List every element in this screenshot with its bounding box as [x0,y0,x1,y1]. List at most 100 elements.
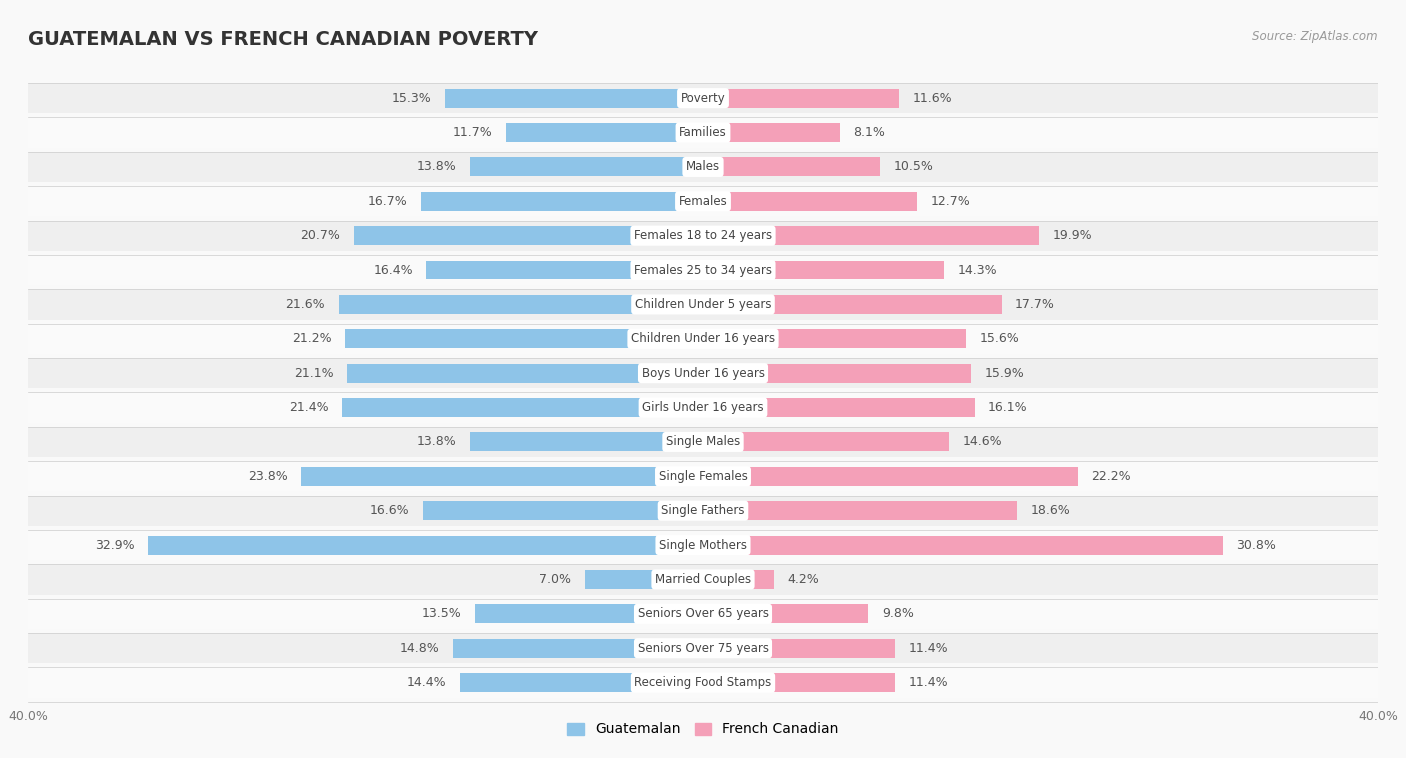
Bar [703,226,1039,245]
Bar [703,501,1017,520]
Legend: Guatemalan, French Canadian: Guatemalan, French Canadian [562,717,844,742]
Bar [703,570,773,589]
Bar [703,123,839,142]
Bar [460,673,703,692]
Text: 16.1%: 16.1% [988,401,1028,414]
Bar [703,329,966,348]
Text: Single Males: Single Males [666,435,740,449]
Text: 11.7%: 11.7% [453,126,492,139]
Bar [475,604,703,623]
Bar [28,427,1378,457]
Bar [339,295,703,314]
Bar [585,570,703,589]
Bar [703,261,945,280]
Bar [28,633,1378,663]
Text: Families: Families [679,126,727,139]
Text: 21.6%: 21.6% [285,298,325,311]
Text: Receiving Food Stamps: Receiving Food Stamps [634,676,772,689]
Bar [28,255,1378,285]
Text: Females 18 to 24 years: Females 18 to 24 years [634,229,772,242]
Text: 23.8%: 23.8% [249,470,288,483]
Text: 10.5%: 10.5% [894,161,934,174]
Bar [703,536,1223,555]
Text: Poverty: Poverty [681,92,725,105]
Text: 4.2%: 4.2% [787,573,820,586]
Bar [301,467,703,486]
Bar [506,123,703,142]
Bar [453,639,703,658]
Text: Seniors Over 75 years: Seniors Over 75 years [637,642,769,655]
Text: Source: ZipAtlas.com: Source: ZipAtlas.com [1253,30,1378,43]
Text: 15.6%: 15.6% [980,332,1019,346]
Bar [703,639,896,658]
Bar [28,599,1378,629]
Text: 14.3%: 14.3% [957,264,997,277]
Text: 13.8%: 13.8% [418,435,457,449]
Text: 13.5%: 13.5% [422,607,461,620]
Text: 21.4%: 21.4% [288,401,329,414]
Bar [342,398,703,417]
Text: 17.7%: 17.7% [1015,298,1054,311]
Bar [28,221,1378,251]
Bar [354,226,703,245]
Text: 8.1%: 8.1% [853,126,884,139]
Text: Boys Under 16 years: Boys Under 16 years [641,367,765,380]
Text: Females 25 to 34 years: Females 25 to 34 years [634,264,772,277]
Bar [703,192,917,211]
Text: GUATEMALAN VS FRENCH CANADIAN POVERTY: GUATEMALAN VS FRENCH CANADIAN POVERTY [28,30,538,49]
Bar [470,158,703,177]
Bar [28,83,1378,113]
Text: 16.6%: 16.6% [370,504,409,517]
Bar [28,152,1378,182]
Text: 20.7%: 20.7% [301,229,340,242]
Bar [28,117,1378,148]
Bar [422,192,703,211]
Bar [28,530,1378,560]
Text: Children Under 16 years: Children Under 16 years [631,332,775,346]
Bar [28,290,1378,320]
Text: 13.8%: 13.8% [418,161,457,174]
Text: Married Couples: Married Couples [655,573,751,586]
Text: Single Fathers: Single Fathers [661,504,745,517]
Bar [28,461,1378,491]
Text: 14.6%: 14.6% [963,435,1002,449]
Bar [470,433,703,452]
Text: 11.6%: 11.6% [912,92,952,105]
Text: 16.7%: 16.7% [368,195,408,208]
Bar [703,398,974,417]
Bar [347,364,703,383]
Bar [28,393,1378,423]
Text: Seniors Over 65 years: Seniors Over 65 years [637,607,769,620]
Bar [346,329,703,348]
Text: 14.4%: 14.4% [406,676,447,689]
Text: 9.8%: 9.8% [882,607,914,620]
Bar [28,324,1378,354]
Text: Single Mothers: Single Mothers [659,539,747,552]
Text: 30.8%: 30.8% [1236,539,1277,552]
Bar [703,673,896,692]
Text: 12.7%: 12.7% [931,195,970,208]
Bar [28,496,1378,526]
Bar [444,89,703,108]
Bar [28,564,1378,594]
Text: 15.9%: 15.9% [984,367,1025,380]
Bar [148,536,703,555]
Text: 11.4%: 11.4% [908,642,949,655]
Bar [703,433,949,452]
Text: Girls Under 16 years: Girls Under 16 years [643,401,763,414]
Text: 21.2%: 21.2% [292,332,332,346]
Bar [28,358,1378,388]
Text: 21.1%: 21.1% [294,367,333,380]
Text: 22.2%: 22.2% [1091,470,1130,483]
Text: 19.9%: 19.9% [1052,229,1092,242]
Text: 18.6%: 18.6% [1031,504,1070,517]
Bar [426,261,703,280]
Text: Single Females: Single Females [658,470,748,483]
Bar [28,186,1378,217]
Text: 14.8%: 14.8% [401,642,440,655]
Bar [703,364,972,383]
Text: 16.4%: 16.4% [373,264,413,277]
Text: 15.3%: 15.3% [392,92,432,105]
Bar [703,467,1077,486]
Text: Males: Males [686,161,720,174]
